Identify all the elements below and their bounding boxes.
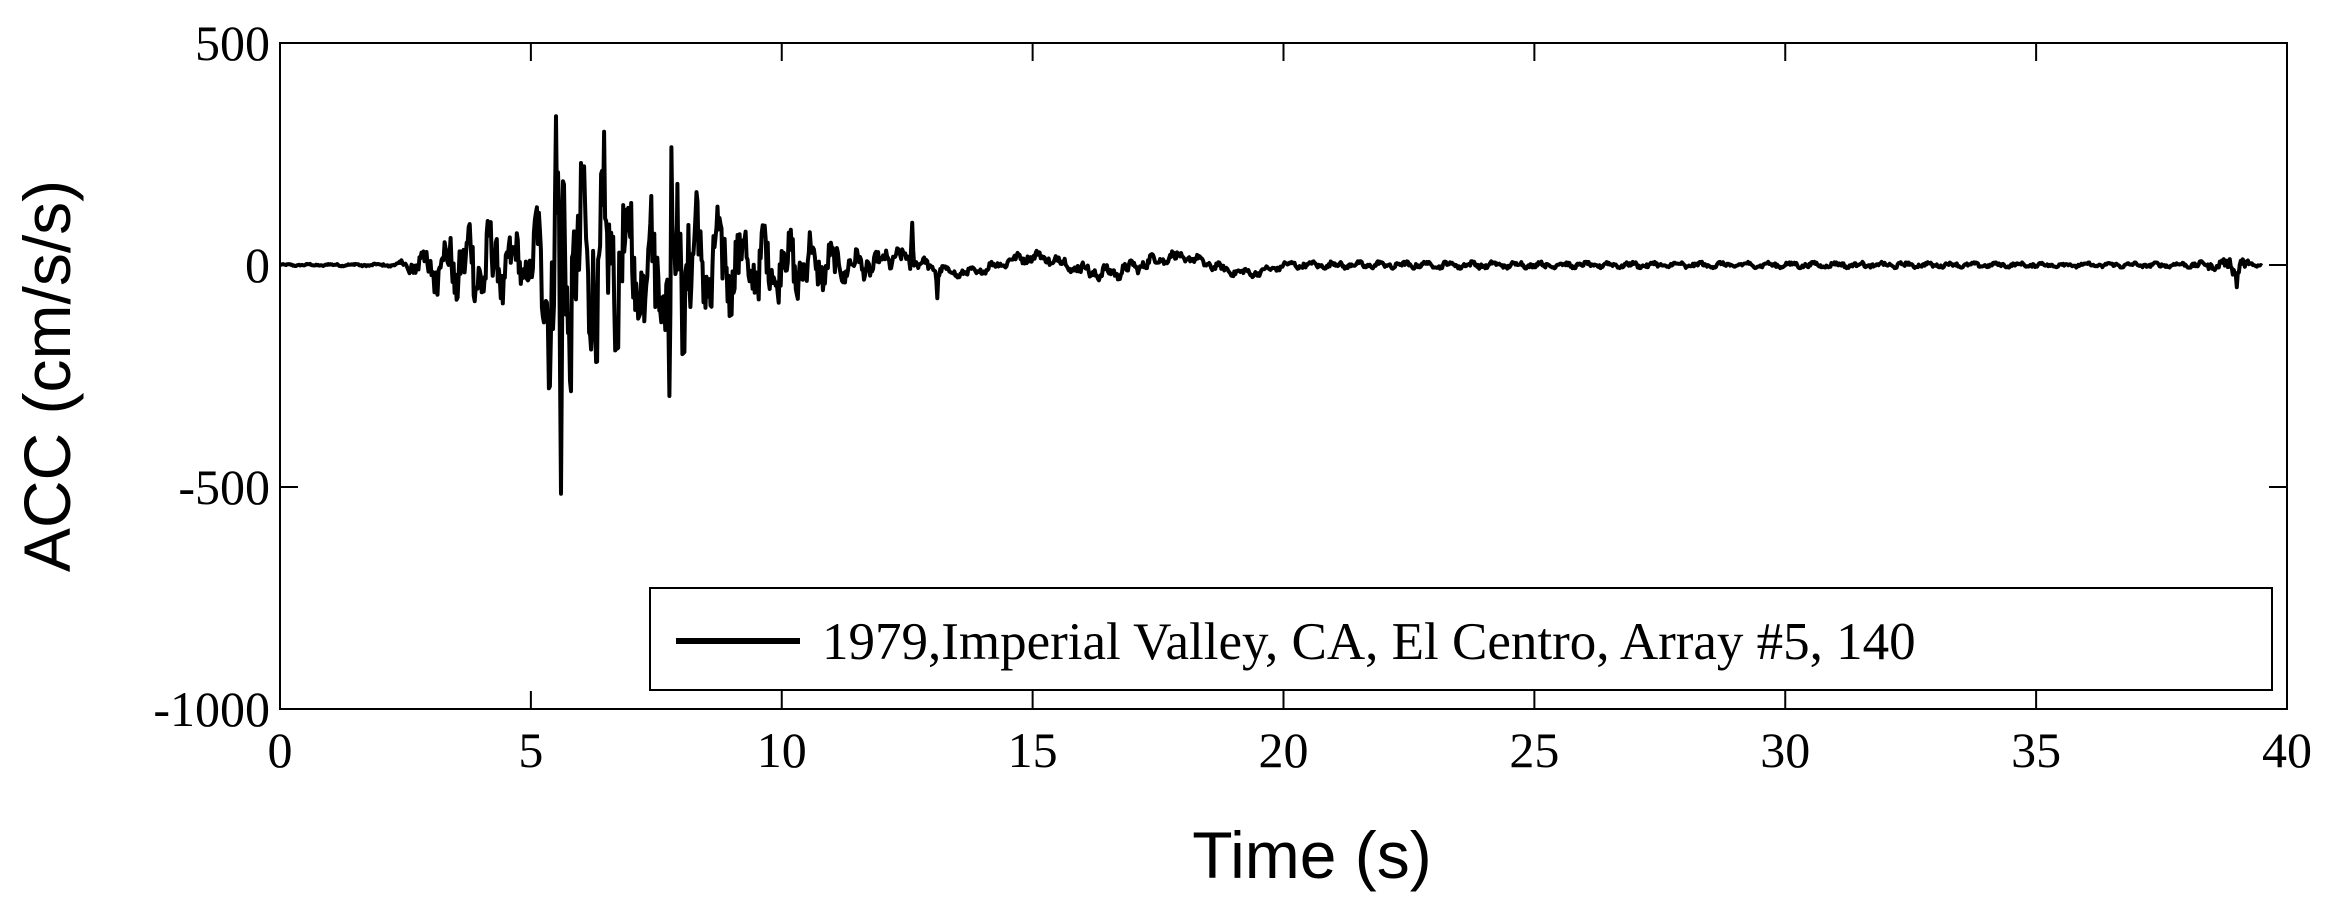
x-axis-ticks: 0 5 10 15 20 25 30 35 40: [268, 43, 2312, 778]
y-axis-ticks: 500 0 -500 -1000: [153, 15, 2287, 737]
y-axis-title: ACC (cm/s/s): [10, 180, 84, 572]
x-axis-title: Time (s): [1192, 818, 1432, 892]
legend-box: [649, 587, 2273, 691]
y-tick-label: 500: [195, 15, 270, 71]
x-tick-label: 20: [1259, 722, 1309, 778]
y-tick-label: 0: [245, 237, 270, 293]
x-tick-label: 5: [518, 722, 543, 778]
x-tick-label: 40: [2262, 722, 2312, 778]
x-tick-label: 35: [2011, 722, 2061, 778]
x-tick-label: 15: [1008, 722, 1058, 778]
x-tick-label: 10: [757, 722, 807, 778]
y-tick-label: -1000: [153, 681, 270, 737]
x-tick-label: 25: [1509, 722, 1559, 778]
y-tick-label: -500: [178, 459, 270, 515]
x-tick-label: 30: [1760, 722, 1810, 778]
series-line-el-centro: [279, 114, 2264, 496]
legend: 1979,Imperial Valley, CA, El Centro, Arr…: [649, 587, 2273, 691]
legend-entry-label: 1979,Imperial Valley, CA, El Centro, Arr…: [822, 613, 1916, 671]
chart-marks: [279, 114, 2264, 496]
x-tick-label: 0: [268, 722, 293, 778]
